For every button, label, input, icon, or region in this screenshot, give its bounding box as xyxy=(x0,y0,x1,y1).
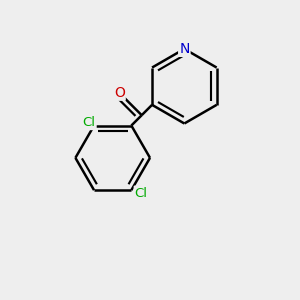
Text: O: O xyxy=(114,86,125,100)
Text: Cl: Cl xyxy=(82,116,96,129)
Text: N: N xyxy=(179,42,190,56)
Text: Cl: Cl xyxy=(135,187,148,200)
